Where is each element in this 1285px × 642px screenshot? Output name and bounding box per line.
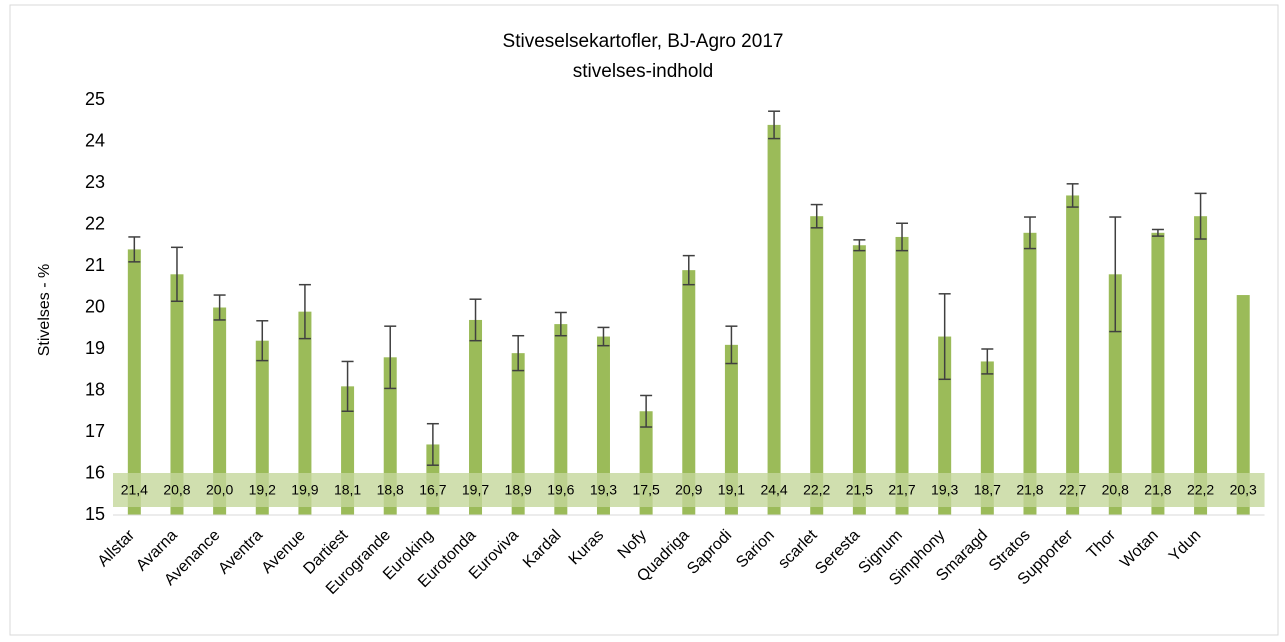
data-table-value: 19,7 <box>462 482 489 498</box>
y-tick-label: 19 <box>85 338 105 358</box>
bar <box>682 270 696 515</box>
bar <box>895 236 909 515</box>
bar <box>1108 274 1122 515</box>
bar <box>1066 195 1080 515</box>
chart-title: Stiveselsekartofler, BJ-Agro 2017 <box>503 31 784 52</box>
bar <box>554 324 568 515</box>
bar <box>1151 232 1165 516</box>
bar <box>938 336 952 515</box>
bar <box>767 124 781 516</box>
data-table-value: 24,4 <box>760 482 787 498</box>
data-table-value: 19,3 <box>590 482 617 498</box>
y-tick-label: 16 <box>85 462 105 482</box>
data-table-value: 21,7 <box>888 482 915 498</box>
data-table-value: 21,4 <box>121 482 148 498</box>
y-axis-title: Stivelses - % <box>36 264 53 356</box>
y-tick-label: 20 <box>85 296 105 316</box>
bar <box>852 245 866 515</box>
data-table-value: 20,9 <box>675 482 702 498</box>
bar <box>127 249 141 515</box>
data-table-value: 22,2 <box>1187 482 1214 498</box>
data-table-value: 19,6 <box>547 482 574 498</box>
chart-subtitle: stivelses-indhold <box>573 61 713 82</box>
y-tick-label: 18 <box>85 379 105 399</box>
data-table-value: 22,2 <box>803 482 830 498</box>
data-table-value: 20,3 <box>1230 482 1257 498</box>
y-tick-label: 15 <box>85 504 105 524</box>
data-table-value: 21,5 <box>846 482 873 498</box>
data-table-value: 16,7 <box>419 482 446 498</box>
data-table-value: 20,8 <box>1102 482 1129 498</box>
data-table-value: 18,8 <box>377 482 404 498</box>
data-table-value: 20,0 <box>206 482 233 498</box>
bar <box>1194 216 1208 515</box>
bar <box>724 344 738 515</box>
bar <box>298 311 312 515</box>
data-table-value: 19,2 <box>249 482 276 498</box>
bar <box>1236 295 1250 515</box>
data-table-value: 18,7 <box>974 482 1001 498</box>
bar <box>596 336 610 515</box>
bar <box>810 216 824 515</box>
bar <box>1023 232 1037 516</box>
data-table-value: 21,8 <box>1016 482 1043 498</box>
data-table-value: 19,3 <box>931 482 958 498</box>
bar <box>170 274 184 515</box>
data-table-value: 19,1 <box>718 482 745 498</box>
data-table-value: 19,9 <box>291 482 318 498</box>
y-tick-label: 17 <box>85 421 105 441</box>
data-table-band <box>113 473 1265 507</box>
data-table-value: 18,1 <box>334 482 361 498</box>
bar <box>213 307 227 515</box>
data-table-value: 17,5 <box>633 482 660 498</box>
y-tick-label: 23 <box>85 172 105 192</box>
bar <box>469 319 483 515</box>
bar <box>255 340 269 515</box>
y-tick-label: 21 <box>85 255 105 275</box>
y-tick-label: 24 <box>85 130 105 150</box>
data-table-value: 18,9 <box>505 482 532 498</box>
data-table-value: 21,8 <box>1144 482 1171 498</box>
data-table-value: 20,8 <box>163 482 190 498</box>
y-tick-label: 22 <box>85 213 105 233</box>
y-tick-label: 25 <box>85 89 105 109</box>
data-table-value: 22,7 <box>1059 482 1086 498</box>
